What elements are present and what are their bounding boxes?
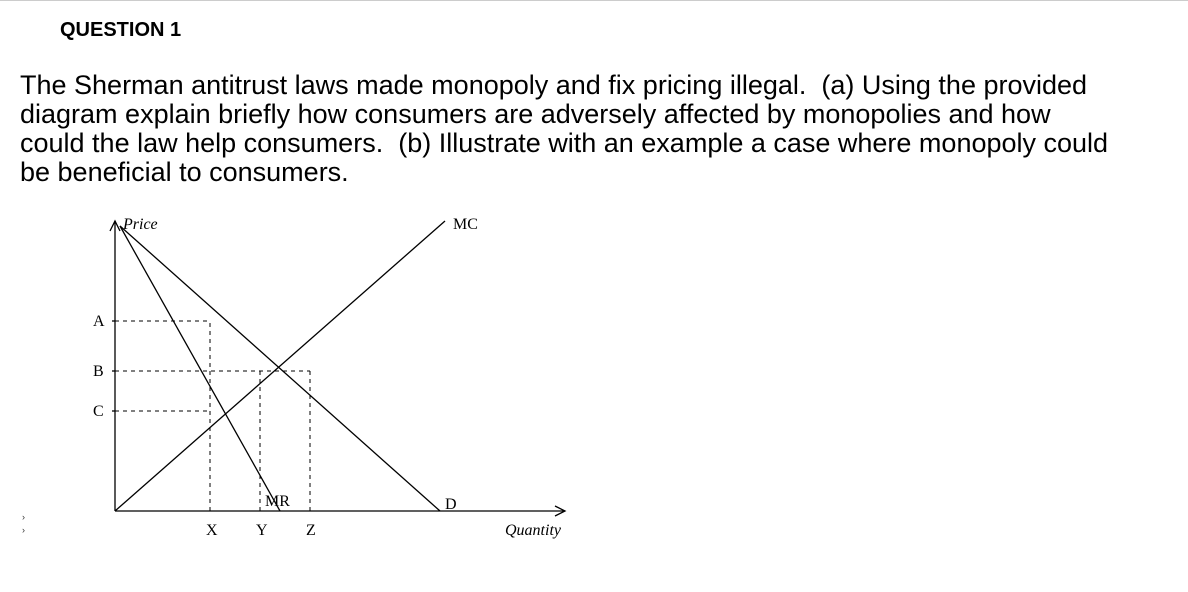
svg-text:MR: MR (265, 493, 290, 510)
svg-text:X: X (206, 522, 218, 539)
svg-text:MC: MC (453, 216, 478, 233)
svg-text:Z: Z (306, 522, 316, 539)
question-heading: QUESTION 1 (60, 19, 181, 42)
scroll-marker: ›› (22, 511, 25, 536)
svg-text:A: A (93, 313, 105, 330)
svg-text:Quantity: Quantity (505, 522, 562, 539)
svg-text:C: C (93, 403, 104, 420)
svg-text:D: D (445, 496, 457, 513)
question-body: The Sherman antitrust laws made monopoly… (20, 71, 1120, 188)
monopoly-diagram: Price Quantity D MR MC A B C X Y Z (75, 211, 575, 576)
svg-text:B: B (93, 363, 104, 380)
svg-text:Price: Price (122, 216, 158, 233)
svg-text:Y: Y (256, 522, 268, 539)
